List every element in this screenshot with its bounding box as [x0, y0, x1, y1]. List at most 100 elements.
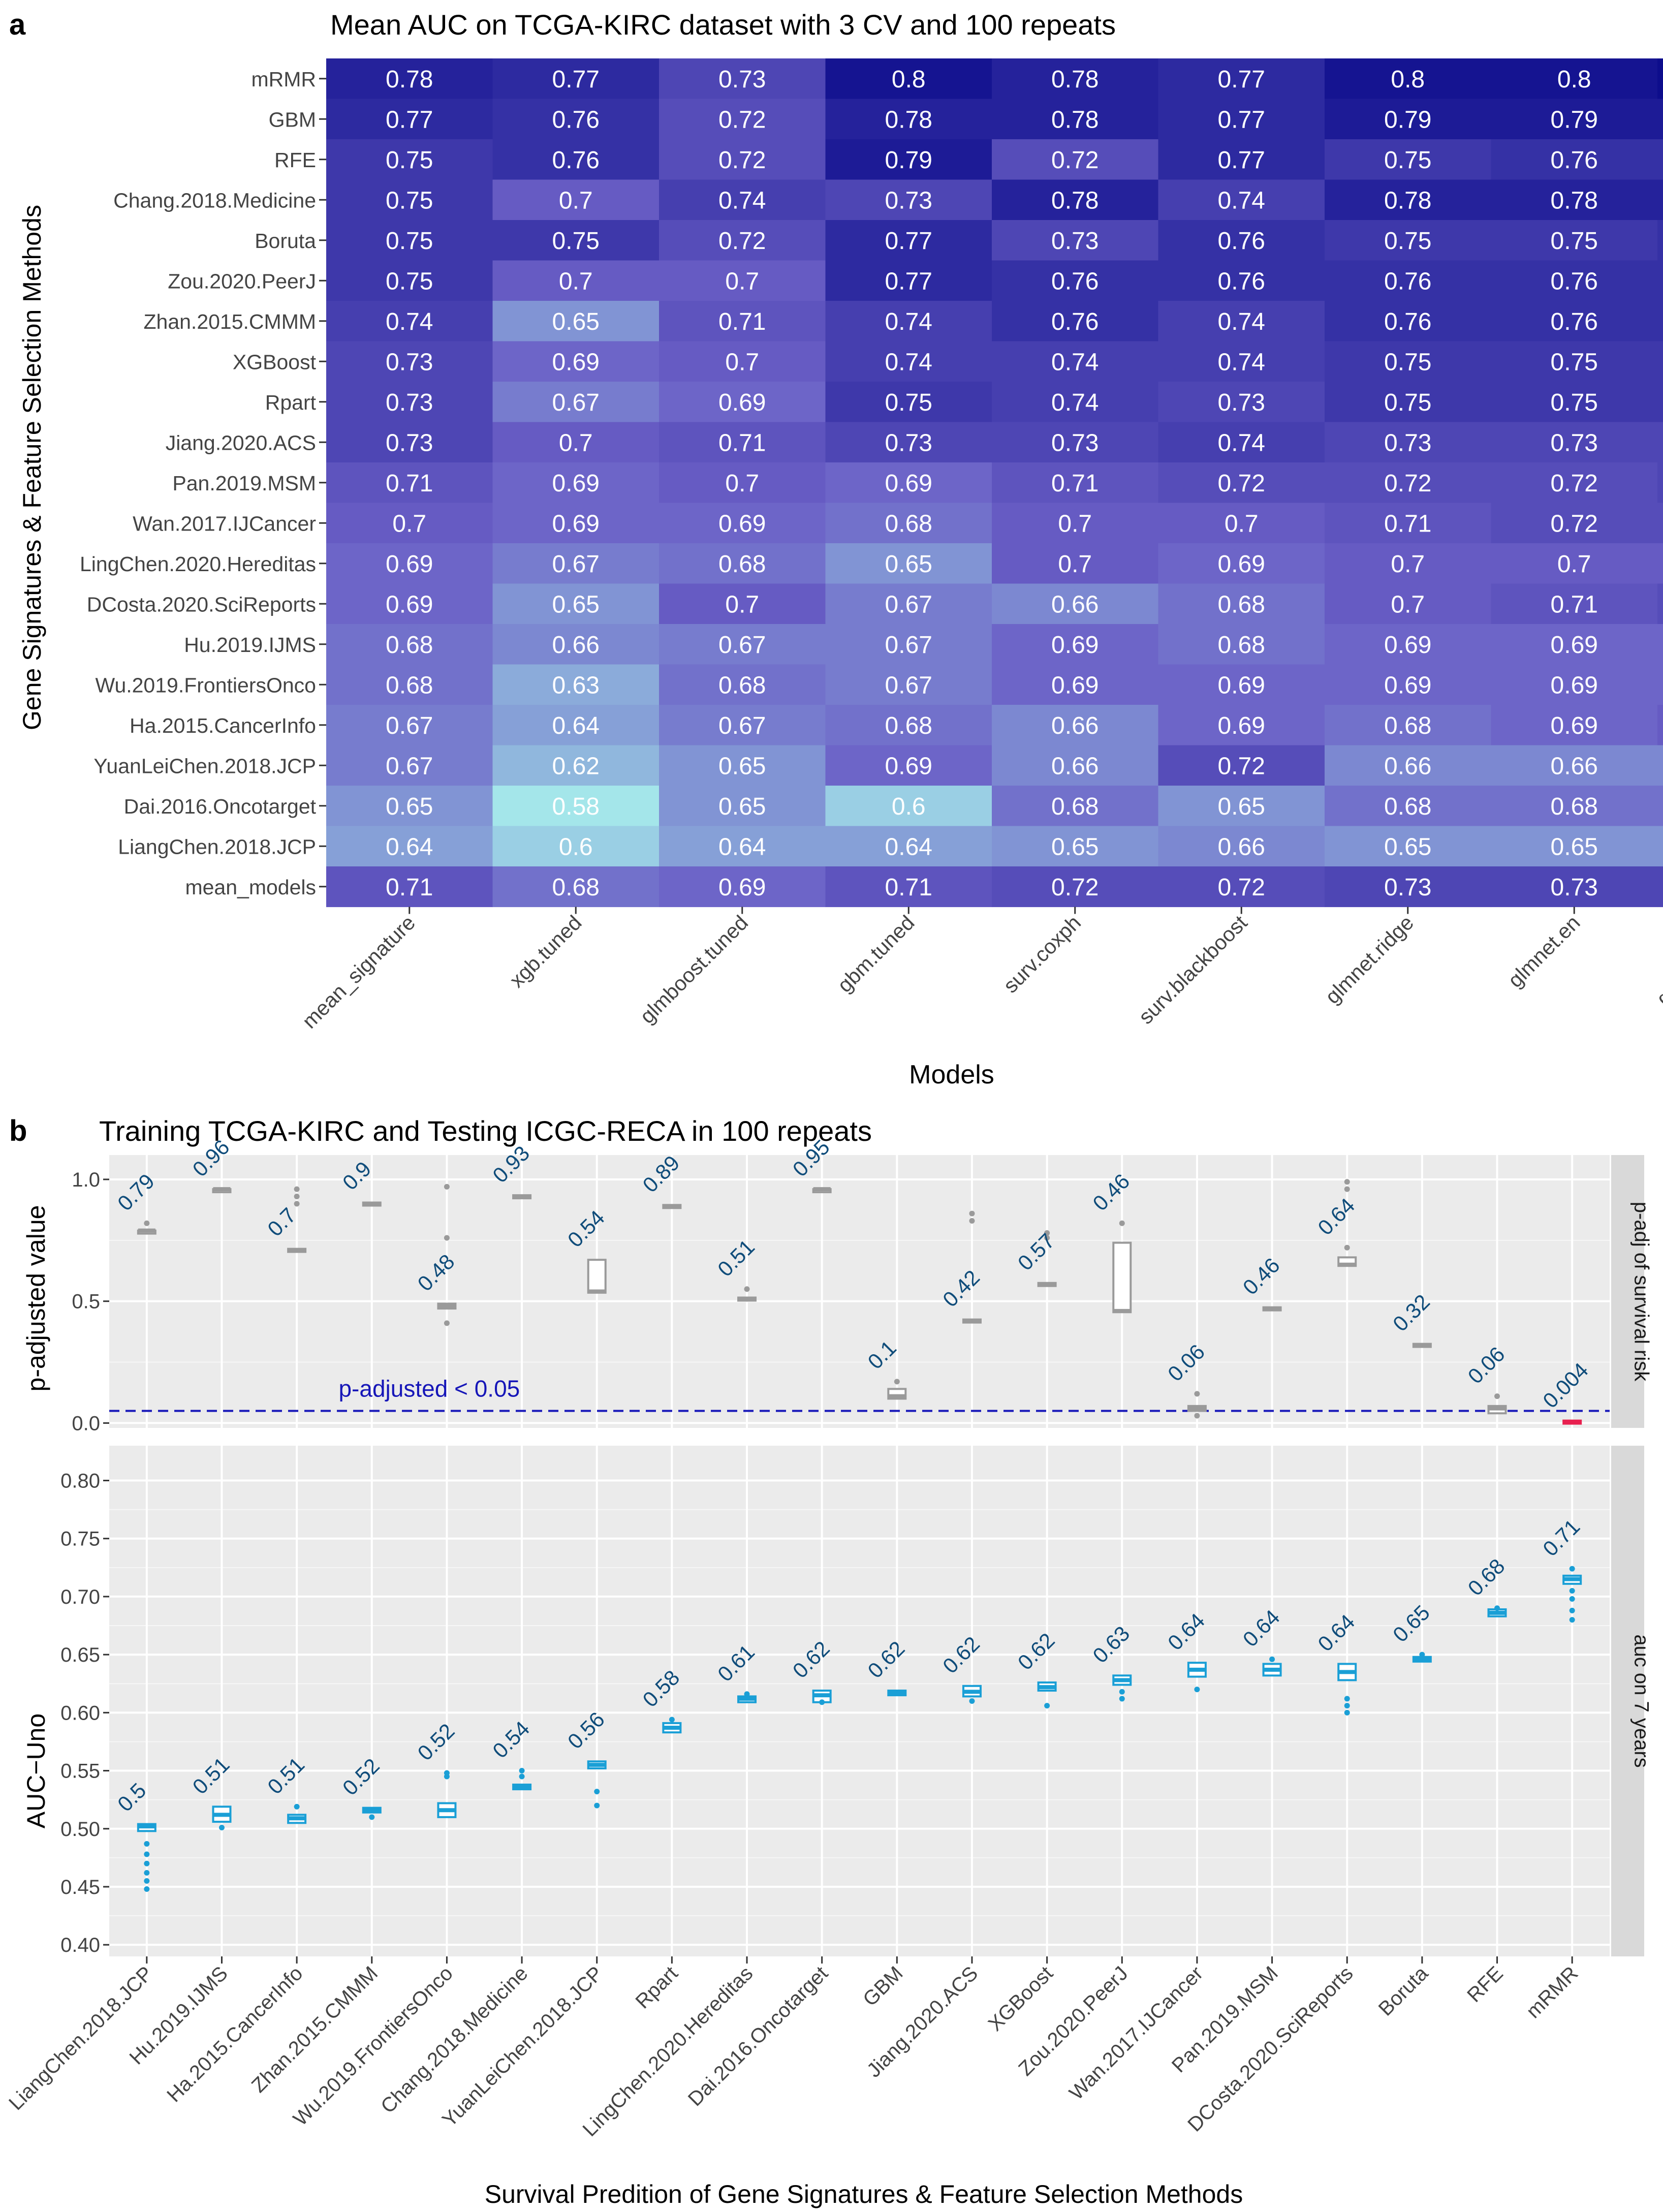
heat-cell — [825, 624, 992, 665]
heat-cell — [1158, 382, 1325, 423]
category-label: RFE — [1463, 1962, 1508, 2007]
cell-value: 0.68 — [718, 672, 766, 699]
cell-value: 0.79 — [1384, 106, 1431, 133]
heat-cell — [1158, 179, 1325, 221]
cell-value: 0.69 — [718, 389, 766, 416]
cell-value: 0.75 — [386, 147, 433, 174]
cell-value: 0.78 — [1051, 106, 1099, 133]
heat-cell — [326, 58, 493, 100]
cell-value: 0.68 — [718, 551, 766, 578]
heat-cell — [492, 705, 660, 746]
heat-cell — [1158, 866, 1325, 908]
cell-value: 0.69 — [552, 510, 600, 537]
outlier-point — [444, 1770, 450, 1776]
heat-cell — [1325, 866, 1492, 908]
cell-value: 0.7 — [559, 268, 593, 295]
outlier-point — [444, 1320, 450, 1326]
cell-value: 0.66 — [1218, 833, 1265, 860]
cell-value: 0.65 — [718, 793, 766, 820]
heat-cell — [1657, 543, 1663, 584]
heat-cell — [1491, 786, 1658, 827]
col-label: mean_signature — [298, 911, 420, 1033]
cell-value: 0.67 — [552, 389, 600, 416]
cell-value: 0.69 — [1218, 712, 1265, 739]
heat-cell — [1325, 139, 1492, 180]
cell-value: 0.78 — [386, 66, 433, 93]
heat-cell — [659, 826, 826, 867]
cell-value: 0.78 — [1051, 187, 1099, 214]
outlier-point — [1119, 1689, 1125, 1695]
heat-cell — [659, 705, 826, 746]
heat-cell — [326, 99, 493, 140]
outlier-point — [1569, 1588, 1575, 1594]
y-tick-label: 0.50 — [60, 1818, 100, 1841]
heat-cell — [992, 705, 1159, 746]
cell-value: 0.69 — [1218, 672, 1265, 699]
outlier-point — [1119, 1220, 1125, 1226]
heat-cell — [992, 503, 1159, 544]
cell-value: 0.65 — [1384, 833, 1431, 860]
heat-cell — [1657, 58, 1663, 100]
row-label: LiangChen.2018.JCP — [118, 835, 316, 858]
outlier-point — [1194, 1391, 1200, 1397]
outlier-point — [1494, 1393, 1500, 1399]
cell-value: 0.67 — [885, 672, 932, 699]
outlier-point — [1344, 1696, 1350, 1702]
y-tick-label: 0.40 — [60, 1934, 100, 1956]
heat-cell — [992, 826, 1159, 867]
heat-cell — [659, 786, 826, 827]
heat-cell — [1657, 220, 1663, 261]
heat-cell — [1325, 301, 1492, 342]
category-label: GBM — [859, 1962, 907, 2011]
cell-value: 0.65 — [1551, 833, 1598, 860]
heat-cell — [825, 664, 992, 705]
heat-cell — [1491, 624, 1658, 665]
heatmap: mRMR0.780.770.730.80.780.770.80.80.81GBM… — [80, 58, 1663, 1033]
threshold-label: p-adjusted < 0.05 — [338, 1375, 520, 1401]
heat-cell — [1491, 583, 1658, 625]
cell-value: 0.72 — [1551, 470, 1598, 497]
heat-cell — [992, 786, 1159, 827]
cell-value: 0.66 — [552, 632, 600, 659]
heat-cell — [1657, 462, 1663, 504]
cell-value: 0.68 — [1218, 632, 1265, 659]
heat-cell — [492, 462, 660, 504]
cell-value: 0.78 — [1384, 187, 1431, 214]
cell-value: 0.76 — [1551, 268, 1598, 295]
cell-value: 0.68 — [1051, 793, 1099, 820]
outlier-point — [1569, 1607, 1575, 1613]
cell-value: 0.77 — [885, 268, 932, 295]
heat-cell — [326, 220, 493, 261]
outlier-point — [519, 1773, 525, 1780]
heat-cell — [825, 341, 992, 382]
cell-value: 0.7 — [1391, 591, 1425, 618]
cell-value: 0.72 — [1218, 753, 1265, 780]
heat-cell — [825, 543, 992, 584]
heat-cell — [825, 583, 992, 625]
row-label: Dai.2016.Oncotarget — [124, 795, 317, 818]
category-label: Wan.2017.IJCancer — [1065, 1962, 1207, 2104]
row-label: Boruta — [255, 229, 316, 253]
heat-cell — [1657, 139, 1663, 180]
heat-cell — [1491, 462, 1658, 504]
facet-bottom-ylabel: AUC−Uno — [22, 1713, 50, 1829]
heat-cell — [1325, 786, 1492, 827]
heat-cell — [1657, 99, 1663, 140]
row-label: LingChen.2020.Hereditas — [80, 552, 316, 576]
outlier-point — [369, 1814, 375, 1820]
heat-cell — [1158, 99, 1325, 140]
outlier-point — [444, 1183, 450, 1190]
outlier-point — [519, 1768, 525, 1774]
heat-cell — [1158, 664, 1325, 705]
cell-value: 0.7 — [725, 268, 759, 295]
heat-cell — [326, 745, 493, 786]
cell-value: 0.78 — [1551, 187, 1598, 214]
row-label: Rpart — [265, 391, 317, 414]
cell-value: 0.72 — [718, 106, 766, 133]
cell-value: 0.73 — [1384, 429, 1431, 456]
cell-value: 0.68 — [885, 510, 932, 537]
heat-cell — [825, 139, 992, 180]
cell-value: 0.73 — [386, 429, 433, 456]
facet-strip-label: p-adj of survival risk — [1630, 1202, 1653, 1382]
heat-cell — [326, 341, 493, 382]
